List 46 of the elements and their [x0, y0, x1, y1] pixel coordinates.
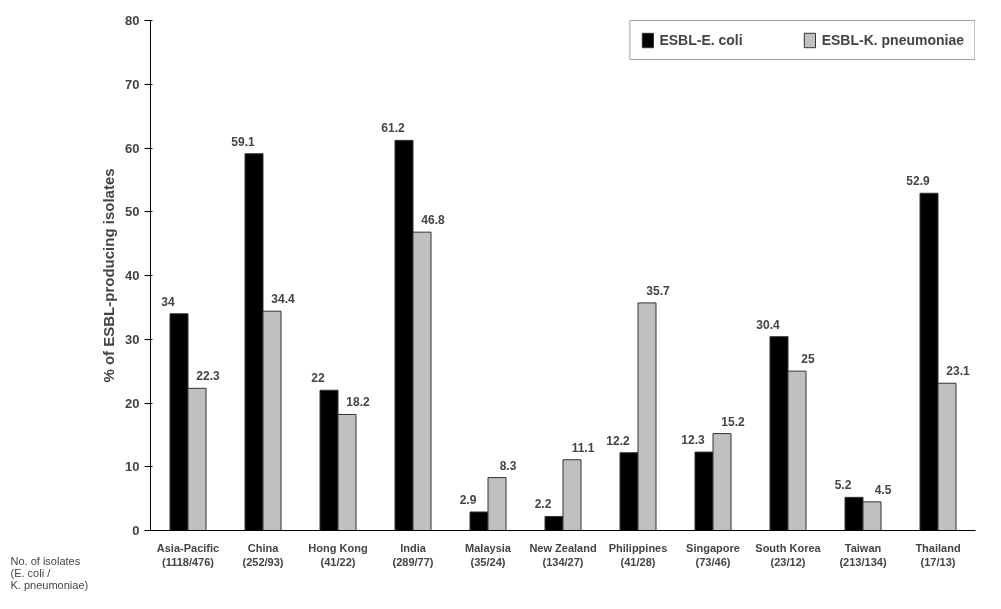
legend-label: ESBL-K. pneumoniae: [821, 32, 964, 48]
data-label: 4.5: [874, 482, 892, 497]
x-tick-label: New Zealand (134/27): [529, 541, 597, 568]
data-label: 12.2: [606, 433, 630, 448]
data-label: 25: [801, 352, 815, 367]
y-tick-label: 30: [125, 331, 140, 347]
x-tick-label: Thailand (17/13): [915, 541, 961, 568]
data-label: 22.3: [196, 369, 220, 384]
data-label: 61.2: [381, 121, 405, 136]
x-tick-label: Taiwan (213/134): [839, 541, 887, 568]
data-label: 11.1: [571, 440, 595, 455]
y-tick-label: 10: [125, 459, 140, 475]
x-tick-label: India (289/77): [392, 541, 434, 568]
data-label: 5.2: [834, 478, 852, 493]
x-tick-label: China (252/93): [242, 541, 284, 568]
y-tick-label: 60: [125, 140, 140, 156]
y-tick-label: 70: [125, 76, 140, 92]
data-label: 18.2: [346, 395, 370, 410]
data-label: 15.2: [721, 414, 745, 429]
y-tick-label: 20: [125, 395, 140, 411]
y-tick-label: 0: [132, 523, 140, 538]
x-tick-label: Philippines (41/28): [608, 541, 668, 568]
data-label: 2.9: [459, 493, 477, 508]
text: No. of isolates (E. coli / K. pneumoniae): [10, 554, 89, 591]
data-label: 2.2: [534, 497, 552, 512]
data-label: 22: [311, 371, 325, 386]
x-tick-label: Asia-Pacific (1118/476): [156, 541, 220, 568]
x-tick-label: Malaysia (35/24): [465, 541, 512, 568]
data-label: 46.8: [421, 213, 445, 228]
y-tick-label: 80: [125, 13, 140, 28]
data-label: 8.3: [499, 458, 517, 473]
data-label: 34.4: [271, 292, 295, 307]
data-label: 30.4: [756, 317, 780, 332]
y-axis-title: % of ESBL-producing isolates: [100, 168, 118, 383]
x-tick-label: South Korea (23/12): [755, 541, 822, 568]
x-tick-label: Hong Kong (41/22): [308, 541, 368, 568]
legend-label: ESBL-E. coli: [659, 32, 743, 48]
y-tick-label: 40: [125, 268, 140, 283]
x-tick-label: Singapore (73/46): [686, 541, 740, 568]
data-label: 52.9: [906, 174, 930, 189]
data-label: 59.1: [231, 134, 255, 149]
data-label: 35.7: [646, 283, 670, 298]
data-label: 12.3: [681, 433, 705, 448]
data-label: 34: [161, 294, 175, 309]
y-tick-label: 50: [125, 204, 140, 220]
data-label: 23.1: [946, 364, 970, 379]
